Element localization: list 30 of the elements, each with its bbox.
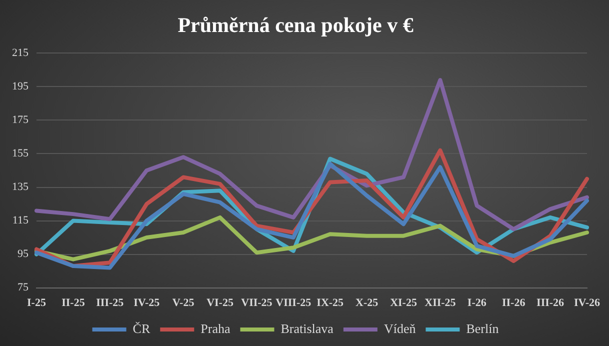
x-tick-label: II-25 (62, 297, 86, 310)
legend-label: Berlín (466, 320, 500, 336)
y-tick-label: 95 (18, 248, 29, 260)
x-tick-label: VII-25 (241, 297, 273, 310)
x-tick-label: VIII-25 (276, 297, 312, 310)
x-tick-label: II-26 (502, 297, 526, 310)
legend-label: Praha (200, 320, 230, 336)
x-tick-label: IV-26 (574, 297, 601, 310)
x-tick-label: IV-25 (134, 297, 160, 310)
y-tick-label: 195 (12, 80, 29, 93)
x-tick-label: V-25 (172, 297, 195, 310)
legend-label: ČR (132, 320, 150, 336)
y-tick-label: 115 (12, 214, 29, 227)
x-tick-label: X-25 (355, 297, 379, 310)
chart-title: Průměrná cena pokoje v € (178, 13, 414, 38)
x-tick-label: XII-25 (424, 297, 456, 310)
y-tick-label: 215 (12, 47, 29, 60)
x-tick-label: III-25 (96, 297, 124, 310)
legend-label: Bratislava (280, 320, 334, 336)
x-tick-label: I-26 (467, 297, 487, 310)
y-tick-label: 75 (18, 282, 29, 294)
x-tick-label: IX-25 (316, 297, 344, 310)
x-tick-label: XI-25 (390, 297, 418, 310)
legend-label: Vídeň (384, 320, 416, 336)
y-tick-label: 175 (12, 114, 29, 126)
x-tick-label: III-26 (536, 297, 565, 310)
y-tick-label: 155 (12, 148, 29, 160)
x-tick-label: I-25 (27, 297, 46, 310)
y-tick-label: 135 (12, 181, 29, 194)
x-tick-label: VI-25 (206, 297, 234, 310)
